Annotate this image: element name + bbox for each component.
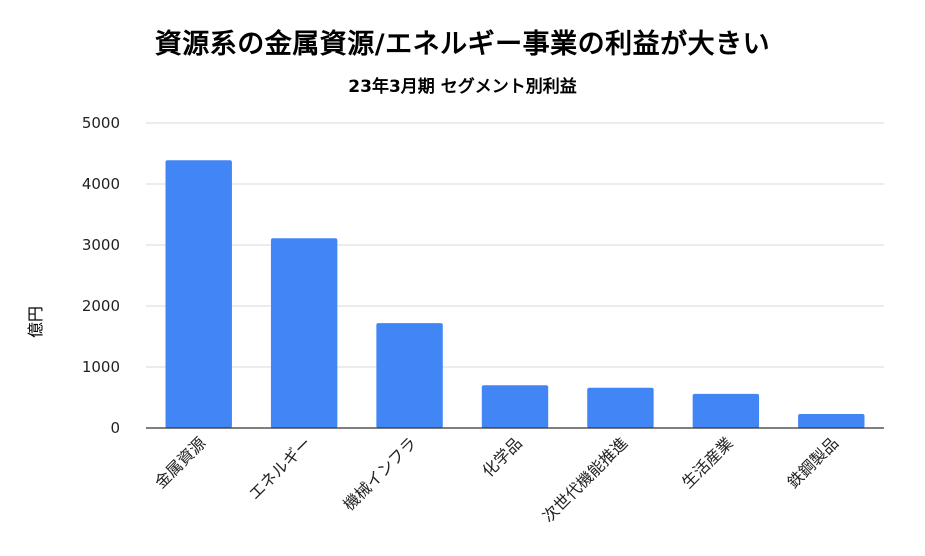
y-tick-label: 2000 <box>82 297 120 315</box>
chart-subtitle: 23年3月期 セグメント別利益 <box>348 77 577 97</box>
x-tick-label: 次世代機能推進 <box>539 433 632 526</box>
y-tick-label: 5000 <box>82 114 120 132</box>
x-tick-label: 鉄鋼製品 <box>783 433 842 492</box>
y-tick-label: 0 <box>110 419 120 437</box>
bar <box>692 393 760 428</box>
y-tick-label: 4000 <box>82 175 120 193</box>
x-tick-label: エネルギー <box>245 433 315 503</box>
bar <box>481 385 549 428</box>
bar <box>376 323 443 428</box>
x-tick-label: 化学品 <box>478 433 525 480</box>
chart-title: 資源系の金属資源/エネルギー事業の利益が大きい <box>154 29 771 60</box>
bar <box>270 238 338 428</box>
bar <box>798 413 865 428</box>
bar <box>587 387 654 428</box>
bar <box>165 160 232 428</box>
x-tick-label: 機械インフラ <box>339 433 420 514</box>
y-tick-label: 3000 <box>82 236 120 254</box>
x-tick-label: 金属資源 <box>151 433 210 492</box>
y-tick-label: 1000 <box>82 358 120 376</box>
x-tick-label: 生活産業 <box>678 433 737 492</box>
